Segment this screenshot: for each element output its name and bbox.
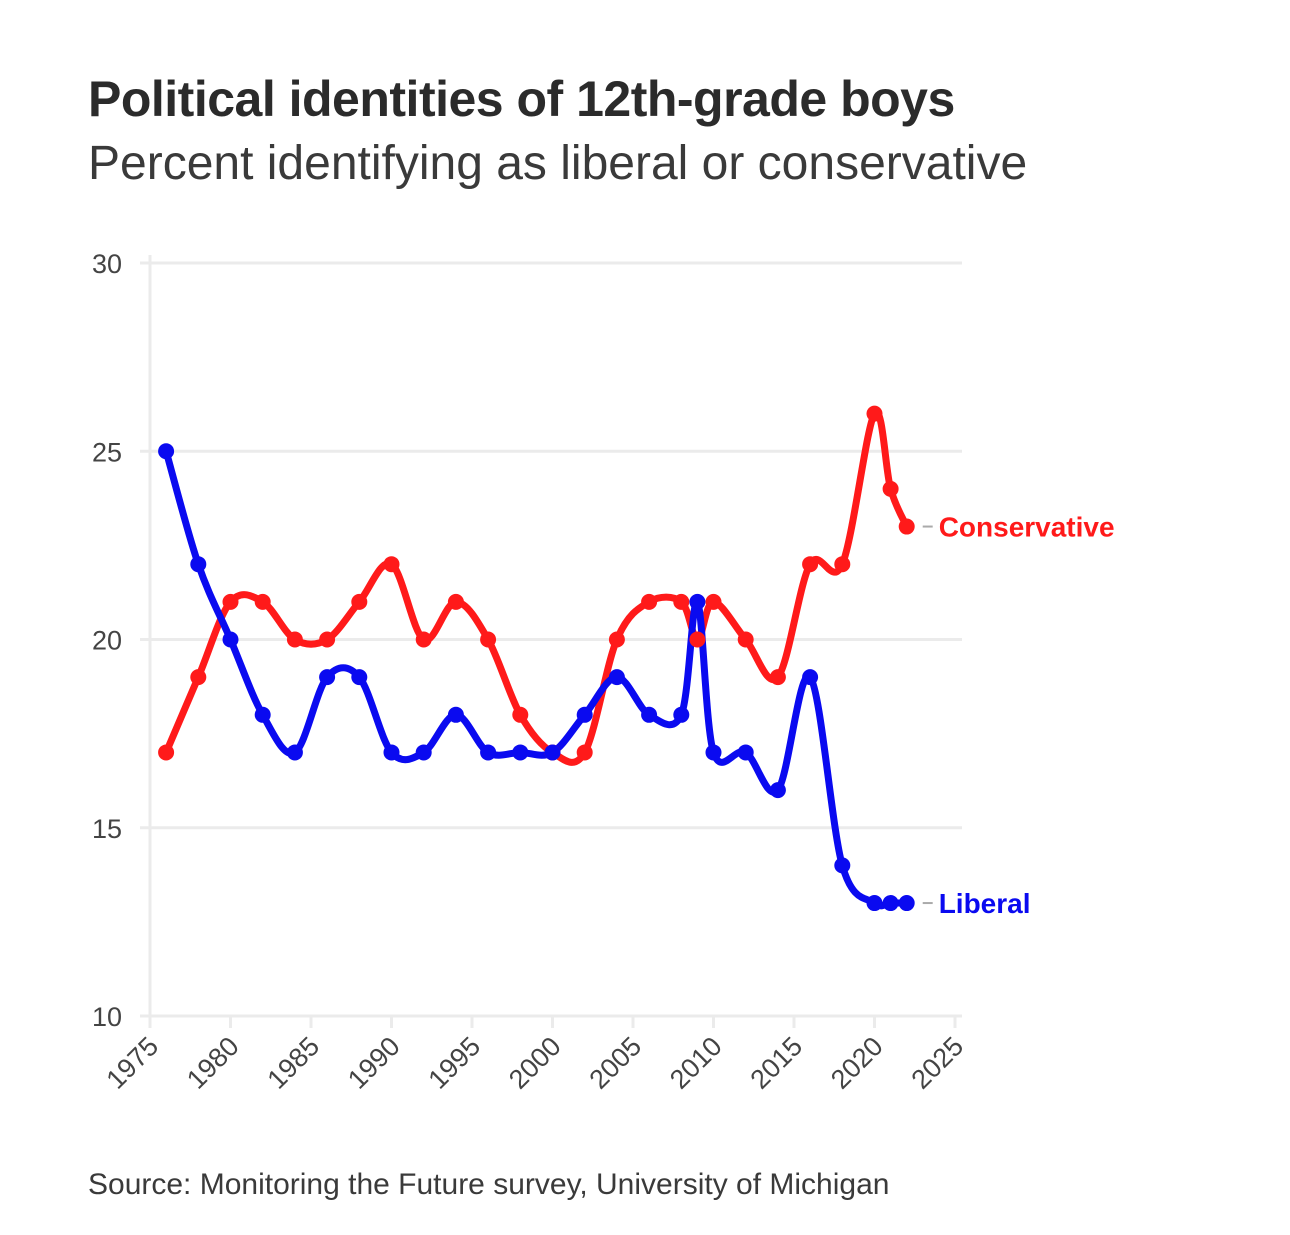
x-tick-label-2010: 2010 (664, 1031, 728, 1095)
conservative-point-1976 (158, 744, 175, 761)
conservative-point-2009 (689, 631, 706, 648)
liberal-point-1982 (254, 706, 271, 723)
conservative-point-2021 (882, 480, 899, 497)
series-lines (162, 408, 911, 910)
liberal-point-1986 (319, 669, 336, 686)
conservative-point-2004 (608, 631, 625, 648)
y-tick-label-10: 10 (92, 1002, 122, 1032)
x-tick-label-1975: 1975 (101, 1031, 165, 1095)
conservative-point-1986 (319, 631, 336, 648)
conservative-series-label: Conservative (939, 512, 1115, 543)
conservative-point-2012 (737, 631, 754, 648)
conservative-point-2022 (898, 518, 915, 535)
liberal-point-1980 (222, 631, 239, 648)
conservative-point-2008 (673, 593, 690, 610)
x-tick-label-2005: 2005 (584, 1031, 648, 1095)
y-tick-label-15: 15 (92, 814, 122, 844)
liberal-point-2018 (834, 857, 851, 874)
liberal-point-2010 (705, 744, 722, 761)
chart-source: Source: Monitoring the Future survey, Un… (88, 1168, 890, 1201)
x-tick-label-2015: 2015 (745, 1031, 809, 1095)
conservative-point-1990 (383, 556, 400, 573)
conservative-point-1978 (190, 669, 207, 686)
x-tick-label-1985: 1985 (262, 1031, 326, 1095)
conservative-point-1988 (351, 593, 368, 610)
liberal-point-2008 (673, 706, 690, 723)
conservative-point-1984 (286, 631, 303, 648)
liberal-point-1976 (158, 443, 175, 460)
liberal-series-line (162, 447, 911, 910)
liberal-point-2014 (769, 782, 786, 799)
x-tick-label-1995: 1995 (423, 1031, 487, 1095)
liberal-point-1994 (447, 706, 464, 723)
x-tick-label-2025: 2025 (906, 1031, 970, 1095)
liberal-point-2021 (882, 895, 899, 912)
x-tick-label-2020: 2020 (825, 1031, 889, 1095)
conservative-point-1992 (415, 631, 432, 648)
conservative-point-2006 (641, 593, 658, 610)
chart-subtitle: Percent identifying as liberal or conser… (88, 137, 1028, 190)
conservative-point-2010 (705, 593, 722, 610)
liberal-point-2009 (689, 593, 706, 610)
liberal-point-2022 (898, 895, 915, 912)
x-tick-label-1980: 1980 (181, 1031, 245, 1095)
liberal-point-1996 (480, 744, 497, 761)
conservative-point-2014 (769, 669, 786, 686)
series-points (158, 405, 915, 912)
liberal-point-1984 (286, 744, 303, 761)
liberal-point-2020 (866, 895, 883, 912)
y-tick-label-20: 20 (92, 626, 122, 656)
liberal-point-2002 (576, 706, 593, 723)
chart-title: Political identities of 12th-grade boys (88, 71, 955, 127)
liberal-point-1988 (351, 669, 368, 686)
liberal-point-1998 (512, 744, 529, 761)
conservative-point-2002 (576, 744, 593, 761)
conservative-point-2020 (866, 405, 883, 422)
conservative-point-1982 (254, 593, 271, 610)
conservative-point-1994 (447, 593, 464, 610)
liberal-point-1992 (415, 744, 432, 761)
conservative-point-2018 (834, 556, 851, 573)
liberal-series-label: Liberal (939, 888, 1031, 919)
conservative-point-1980 (222, 593, 239, 610)
gridlines (150, 261, 962, 1018)
liberal-point-2012 (737, 744, 754, 761)
liberal-point-2006 (641, 706, 658, 723)
y-tick-label-30: 30 (92, 249, 122, 279)
series-labels: Conservative Liberal (922, 512, 1115, 919)
liberal-point-2000 (544, 744, 561, 761)
x-tick-label-2000: 2000 (503, 1031, 567, 1095)
liberal-point-2016 (802, 669, 819, 686)
liberal-point-2004 (608, 669, 625, 686)
liberal-point-1978 (190, 556, 207, 573)
conservative-point-1998 (512, 706, 529, 723)
y-tick-label-25: 25 (92, 437, 122, 467)
axes (140, 255, 957, 1028)
liberal-point-1990 (383, 744, 400, 761)
conservative-point-1996 (480, 631, 497, 648)
x-tick-label-1990: 1990 (342, 1031, 406, 1095)
conservative-point-2016 (802, 556, 819, 573)
